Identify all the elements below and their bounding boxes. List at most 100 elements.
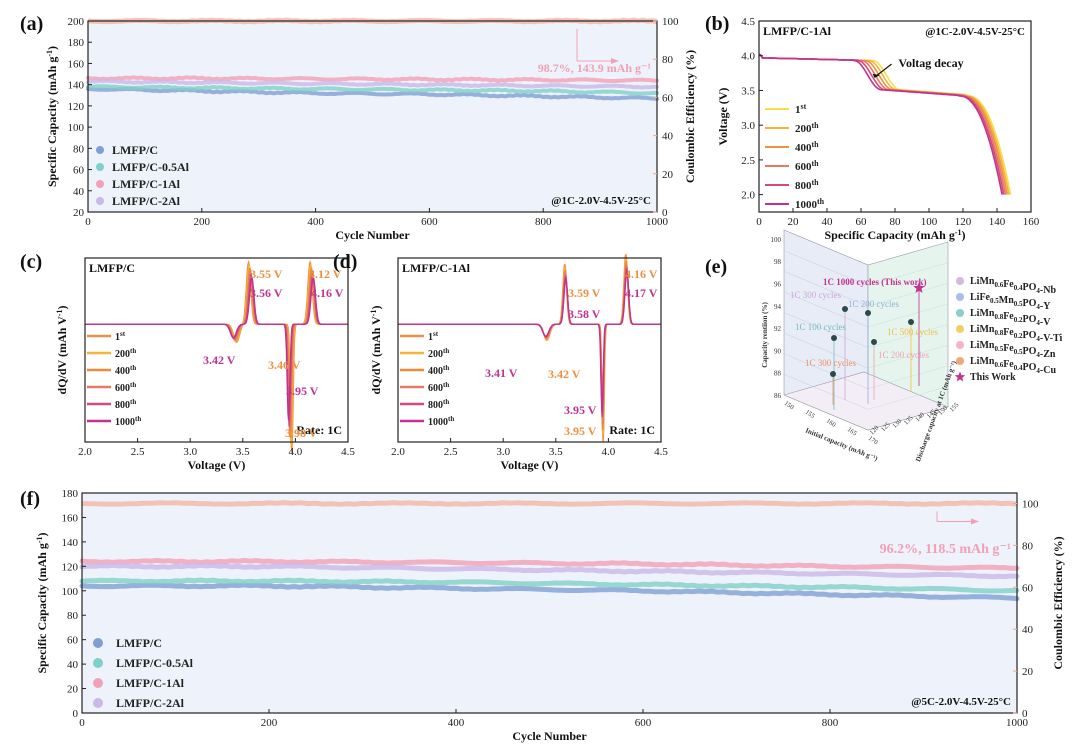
x-tick-label: 170	[867, 435, 879, 446]
peak-label: 3.95 V	[564, 424, 597, 438]
legend-label: 600th	[428, 381, 449, 394]
x-axis-title: Cycle Number	[335, 228, 410, 242]
legend-marker	[956, 325, 964, 333]
x-axis-title: Specific Capacity (mAh g-1)	[825, 228, 966, 242]
legend-label: 1st	[115, 330, 126, 343]
point-label: 1C 100 cycles	[795, 322, 846, 332]
x-tick-label: 4.5	[341, 446, 355, 458]
plot-frame	[397, 257, 662, 443]
y-tick-label: 120	[68, 101, 85, 113]
legend-label: 1st	[428, 330, 439, 343]
legend-label: 200th	[428, 347, 449, 360]
legend-label: 400th	[795, 140, 819, 154]
legend-label: 800th	[428, 398, 449, 411]
legend-marker	[956, 357, 964, 365]
rate-label: Rate: 1C	[609, 423, 655, 437]
x-tick-label: 150	[783, 400, 795, 411]
plot-frame	[84, 257, 349, 443]
y-axis-title: Specific Capacity (mAh g-1)	[35, 533, 49, 674]
panel-title: LMFP/C-1Al	[402, 261, 471, 275]
grid-line	[783, 353, 869, 389]
data-point	[830, 371, 836, 377]
point-label: 1C 300 cycles	[790, 290, 841, 300]
y-tick-label: 140	[68, 80, 85, 92]
y-tick-label: 20	[67, 684, 79, 696]
x-tick-label: 400	[307, 216, 324, 228]
grid-line	[783, 250, 869, 286]
legend-label: 1000th	[115, 415, 141, 428]
legend-marker	[956, 341, 964, 349]
legend-label: 800th	[115, 398, 136, 411]
x-tick-label: 2.0	[391, 446, 405, 458]
legend-label: This Work	[970, 372, 1016, 383]
series-lmfp-c-1al	[86, 75, 659, 83]
panel-title: LMFP/C-1Al	[763, 24, 832, 38]
y-axis-title: Specific Capacity (mAh g-1)	[45, 46, 59, 187]
panel-title: LMFP/C	[89, 261, 135, 275]
legend-label: LiMn0.5Fe0.5PO4-Zn	[970, 340, 1056, 360]
y-tick-label: 200	[68, 16, 85, 28]
decay-arrow-head	[872, 73, 880, 78]
legend-marker	[93, 638, 103, 648]
legend-label: LMFP/C-0.5Al	[116, 656, 194, 670]
legend-label: LMFP/C-1Al	[112, 177, 181, 191]
x-tick-label: 60	[856, 216, 868, 228]
y-tick-label: 40	[67, 659, 79, 671]
z-tick-label: 100	[771, 236, 782, 244]
y-tick-label: 100	[62, 586, 79, 598]
grid-line	[783, 312, 869, 348]
x-tick-label: 4.5	[654, 446, 668, 458]
y-axis-title: dQ/dV (mAh V-1)	[55, 306, 69, 395]
peak-label: 4.12 V	[309, 267, 342, 281]
x-tick-label: 40	[822, 216, 834, 228]
legend-label: 200th	[115, 347, 136, 360]
grid-line	[867, 344, 949, 369]
x-tick-label: 800	[822, 717, 839, 729]
grid-line	[867, 386, 949, 410]
y-tick-label: 130	[891, 418, 903, 430]
grid-line	[867, 365, 949, 389]
y-tick-label: 40	[73, 186, 85, 198]
point-label: 1C 200 cycles	[878, 350, 929, 360]
x-tick-label: 120	[955, 216, 972, 228]
x-tick-label: 20	[788, 216, 800, 228]
series-lmfp-c-2al	[79, 562, 1020, 580]
data-point	[908, 319, 914, 325]
y-tick-label: 160	[68, 58, 85, 70]
x-axis-title: Voltage (V)	[501, 458, 559, 472]
z-axis-title: Capacity rentiion (%)	[761, 302, 769, 368]
x-tick-label: 160	[825, 417, 837, 428]
decay-arrow	[875, 63, 892, 77]
panel-f: (f)96.2%, 118.5 mAh g⁻¹0 200 400 600 800 1000…	[20, 488, 1065, 743]
y2-axis-title: Coulombic Efficiency (%)	[683, 50, 697, 183]
x-tick-label: 3.0	[496, 446, 510, 458]
y-tick-label: 120	[868, 425, 880, 437]
x-axis-title: Cycle Number	[512, 729, 587, 743]
annotation-arrow-head	[971, 518, 979, 525]
point-label: 1C 300 cycles	[805, 358, 856, 368]
y-tick-label: 180	[68, 37, 85, 49]
y-tick-label: 60	[67, 635, 79, 647]
x-tick-label: 2.0	[78, 446, 92, 458]
legend-label: 200th	[795, 121, 819, 135]
legend-label: 600th	[795, 159, 819, 173]
series-lmfp-c-0-5al	[79, 577, 1020, 594]
y2-tick-label: 100	[1022, 498, 1039, 510]
legend-label: LMFP/C-2Al	[112, 194, 181, 208]
legend-label: LMFP/C-1Al	[116, 676, 185, 690]
y-tick-label: 80	[73, 143, 85, 155]
peak-label: 4.17 V	[625, 286, 658, 300]
data-point	[865, 310, 871, 316]
legend-label: LiMn0.8Fe0.2PO4-V-Ti	[970, 324, 1063, 344]
legend-label: LiMn0.6Fe0.4PO4-Cu	[970, 356, 1056, 376]
data-point	[871, 339, 877, 345]
z-tick-label: 86	[774, 392, 782, 400]
legend-marker	[96, 163, 104, 171]
point-label: 1C 1000 cycles (This work)	[823, 277, 927, 287]
plot-background	[88, 21, 657, 212]
y-tick-label: 125	[880, 421, 892, 433]
y-tick-label: 145	[926, 408, 938, 420]
plot-background	[82, 493, 1017, 713]
y-tick-label: 3.0	[741, 120, 755, 132]
